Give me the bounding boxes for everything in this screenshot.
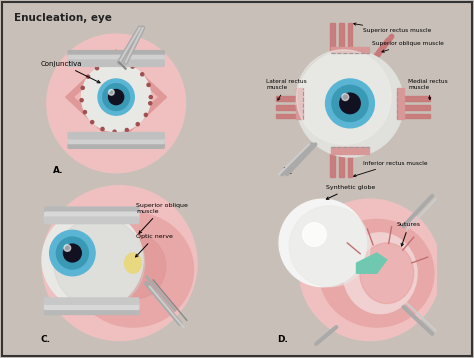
Polygon shape xyxy=(347,154,352,178)
Text: C.: C. xyxy=(40,335,50,344)
Circle shape xyxy=(125,129,128,132)
Circle shape xyxy=(119,61,122,64)
Circle shape xyxy=(64,245,71,251)
Text: Sutures: Sutures xyxy=(397,222,421,246)
Circle shape xyxy=(64,244,82,262)
Circle shape xyxy=(42,186,197,340)
Polygon shape xyxy=(276,105,300,110)
FancyBboxPatch shape xyxy=(68,137,164,144)
Circle shape xyxy=(56,237,88,269)
Circle shape xyxy=(131,65,134,68)
Circle shape xyxy=(87,75,90,78)
Ellipse shape xyxy=(319,219,434,327)
FancyBboxPatch shape xyxy=(45,308,139,314)
FancyBboxPatch shape xyxy=(397,88,403,119)
FancyBboxPatch shape xyxy=(68,55,164,62)
Circle shape xyxy=(109,90,124,105)
Circle shape xyxy=(296,50,403,157)
Circle shape xyxy=(279,199,366,287)
Polygon shape xyxy=(356,253,387,273)
FancyBboxPatch shape xyxy=(45,217,139,224)
Circle shape xyxy=(303,223,326,246)
Polygon shape xyxy=(401,105,430,110)
FancyBboxPatch shape xyxy=(331,147,369,154)
Circle shape xyxy=(101,127,104,131)
FancyBboxPatch shape xyxy=(45,303,139,309)
Polygon shape xyxy=(75,61,157,132)
Text: B.: B. xyxy=(282,167,292,176)
FancyBboxPatch shape xyxy=(68,50,164,57)
Text: Synthetic globe: Synthetic globe xyxy=(326,185,375,199)
Circle shape xyxy=(332,85,368,121)
Text: Lateral rectus
muscle: Lateral rectus muscle xyxy=(266,79,307,100)
Ellipse shape xyxy=(125,253,141,273)
FancyBboxPatch shape xyxy=(68,132,164,139)
Text: Medial rectus
muscle: Medial rectus muscle xyxy=(408,79,448,100)
Ellipse shape xyxy=(107,234,166,299)
Circle shape xyxy=(113,130,116,133)
FancyBboxPatch shape xyxy=(45,212,139,218)
Circle shape xyxy=(340,93,360,113)
Polygon shape xyxy=(401,113,430,118)
Circle shape xyxy=(289,206,370,287)
Polygon shape xyxy=(330,154,335,178)
Text: Inferior rectus muscle: Inferior rectus muscle xyxy=(354,161,427,177)
FancyBboxPatch shape xyxy=(68,60,164,66)
Text: D.: D. xyxy=(277,335,288,344)
Text: Optic nerve: Optic nerve xyxy=(136,234,173,257)
Circle shape xyxy=(82,62,151,132)
Polygon shape xyxy=(330,23,335,50)
Text: Superior oblique muscle: Superior oblique muscle xyxy=(372,41,444,52)
Circle shape xyxy=(141,73,144,76)
Polygon shape xyxy=(339,154,344,178)
FancyBboxPatch shape xyxy=(68,142,164,148)
Polygon shape xyxy=(276,96,300,101)
Text: A.: A. xyxy=(53,166,64,175)
Circle shape xyxy=(342,94,349,101)
FancyBboxPatch shape xyxy=(45,298,139,304)
Polygon shape xyxy=(339,23,344,50)
Circle shape xyxy=(81,86,84,90)
Circle shape xyxy=(91,121,94,124)
Circle shape xyxy=(107,62,110,65)
FancyBboxPatch shape xyxy=(45,207,139,213)
Polygon shape xyxy=(401,96,430,101)
Circle shape xyxy=(299,199,441,340)
Text: Superior rectus muscle: Superior rectus muscle xyxy=(354,23,431,33)
Circle shape xyxy=(54,218,145,309)
Circle shape xyxy=(95,67,99,70)
Ellipse shape xyxy=(360,243,414,304)
Circle shape xyxy=(109,90,114,95)
Circle shape xyxy=(149,96,152,99)
Ellipse shape xyxy=(343,233,417,314)
Ellipse shape xyxy=(73,213,193,327)
Text: Conjunctiva: Conjunctiva xyxy=(40,61,100,83)
FancyBboxPatch shape xyxy=(296,88,303,119)
Circle shape xyxy=(103,84,129,111)
Circle shape xyxy=(296,50,391,144)
Circle shape xyxy=(136,122,139,126)
Circle shape xyxy=(50,230,95,276)
Text: Superior oblique
muscle: Superior oblique muscle xyxy=(137,203,188,233)
Circle shape xyxy=(147,83,150,87)
Circle shape xyxy=(80,98,83,102)
Circle shape xyxy=(144,113,147,116)
Circle shape xyxy=(47,34,185,173)
Circle shape xyxy=(98,79,134,115)
Polygon shape xyxy=(66,50,166,144)
Circle shape xyxy=(83,111,86,114)
Polygon shape xyxy=(347,23,352,50)
Circle shape xyxy=(149,102,152,105)
Circle shape xyxy=(326,79,374,128)
Circle shape xyxy=(42,209,143,310)
Text: Enucleation, eye: Enucleation, eye xyxy=(14,13,112,23)
FancyBboxPatch shape xyxy=(331,47,369,53)
Polygon shape xyxy=(276,113,300,118)
